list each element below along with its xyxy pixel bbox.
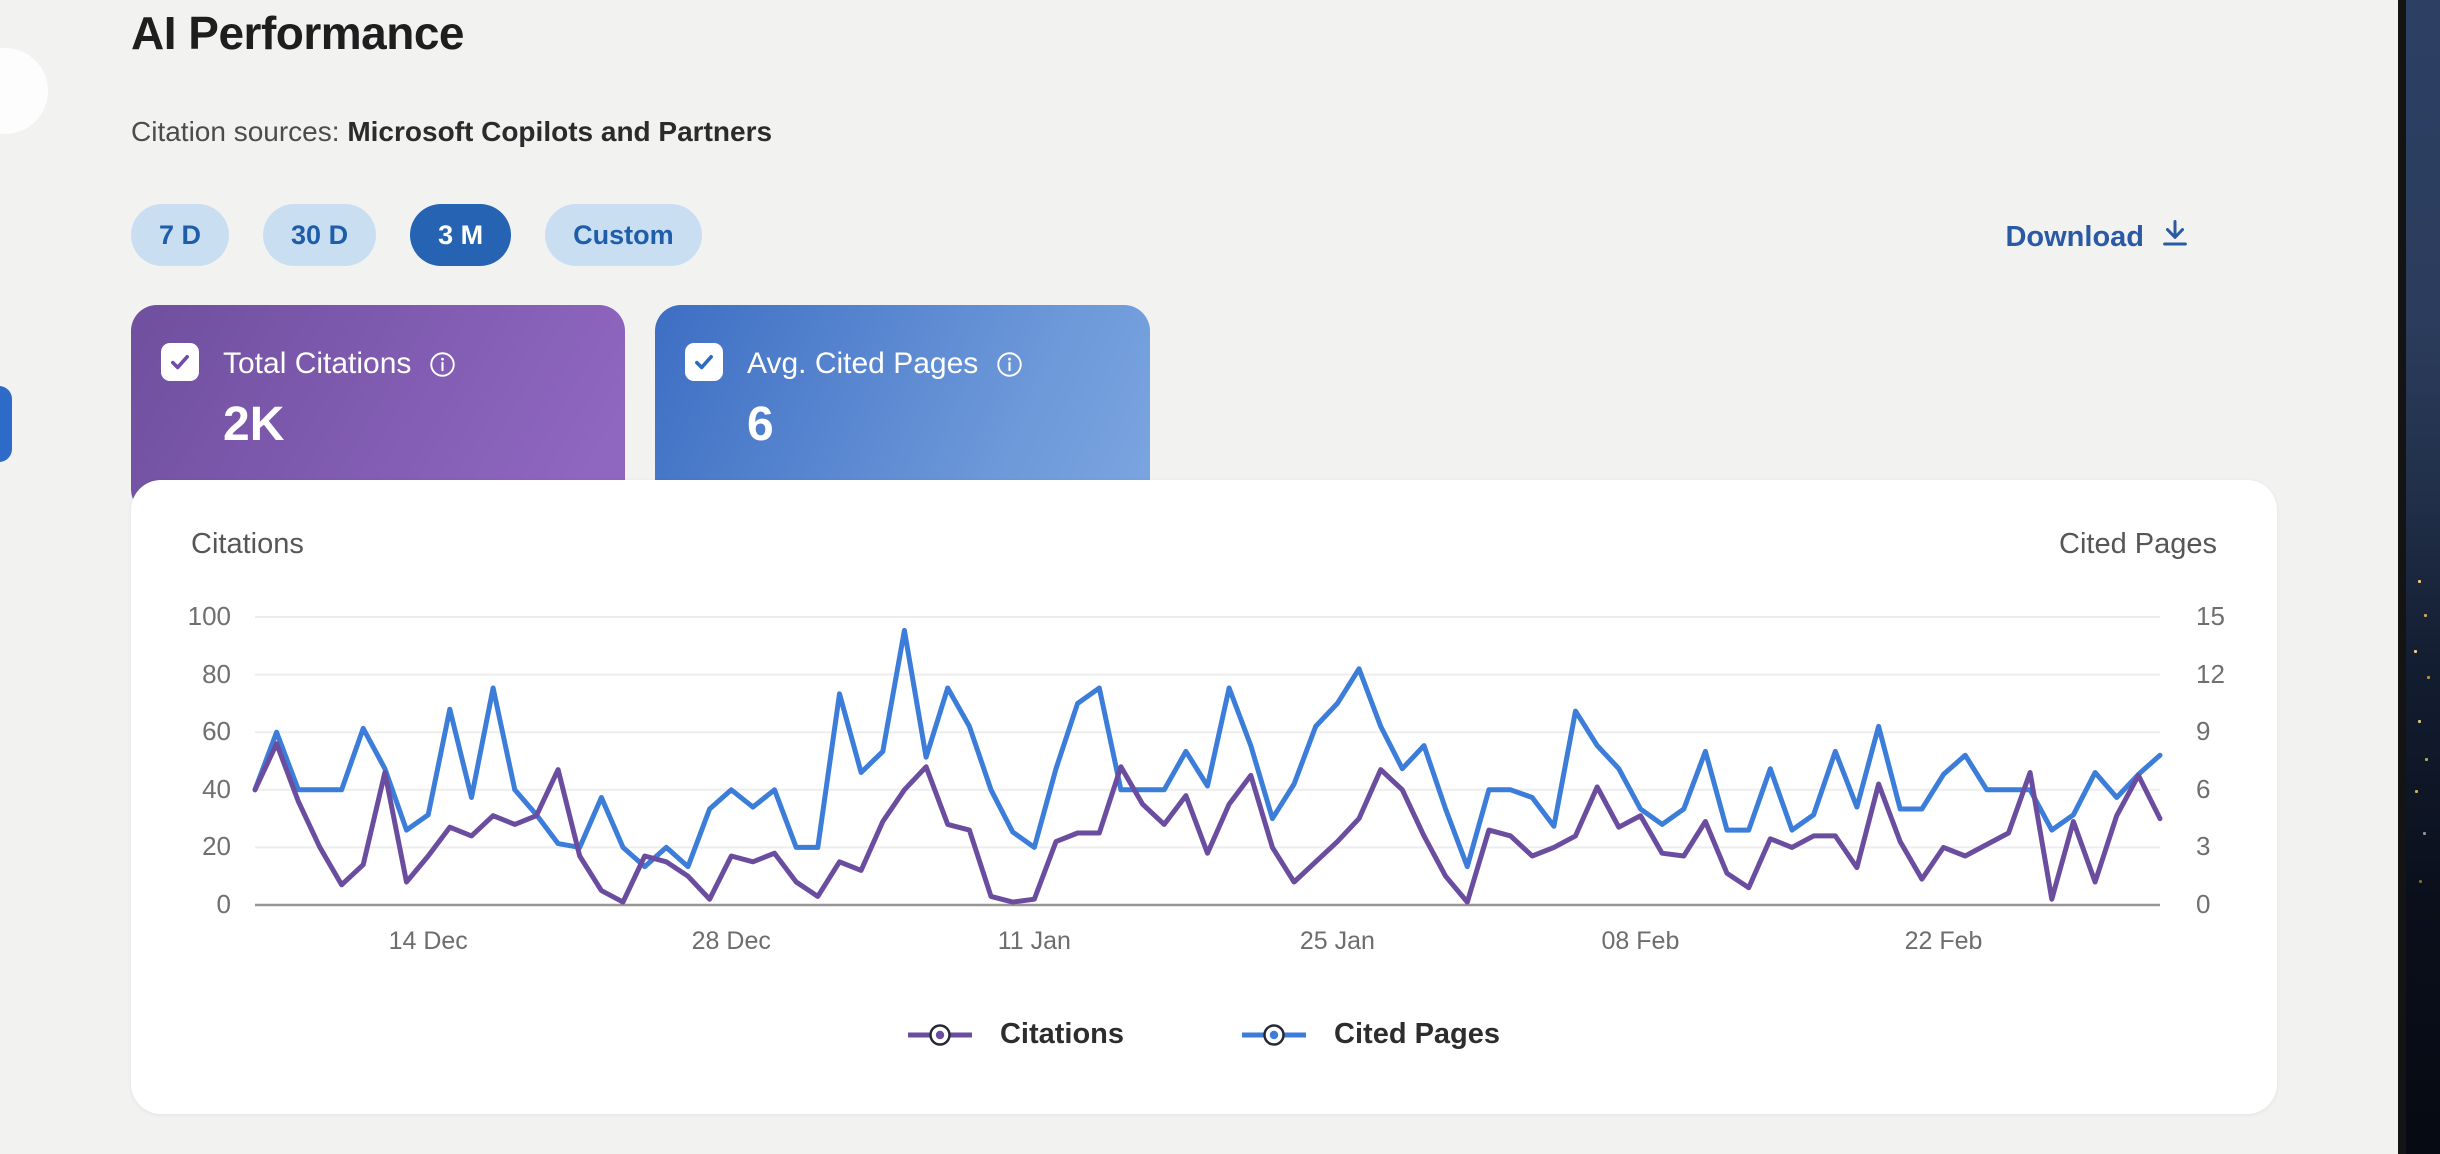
left-axis-tick: 60 <box>202 716 231 747</box>
page-title: AI Performance <box>131 7 465 59</box>
checkmark-icon <box>171 354 189 370</box>
right-axis-tick: 3 <box>2196 831 2211 862</box>
x-axis-tick: 08 Feb <box>1601 927 1680 955</box>
right-axis-tick: 0 <box>2196 889 2211 919</box>
left-axis-tick: 80 <box>202 658 231 689</box>
citation-sources-line: Citation sources: Microsoft Copilots and… <box>131 116 772 148</box>
legend-item-cited-pages[interactable]: Cited Pages <box>1242 1018 1500 1051</box>
series-citations <box>252 741 2163 905</box>
range-pill-3m[interactable]: 3 M <box>410 204 512 266</box>
info-icon[interactable] <box>429 351 456 378</box>
left-axis-tick: 20 <box>202 831 231 862</box>
x-axis-tick: 14 Dec <box>388 927 468 955</box>
legend-marker-icon <box>1242 1023 1307 1046</box>
checkmark-icon <box>695 354 713 370</box>
citations-chart-card: Citations Cited Pages 0 20 40 60 80 100 0 3 6 9 12… <box>131 480 2277 1114</box>
city-lights <box>2418 580 2421 583</box>
avg-cited-pages-checkbox[interactable] <box>685 343 723 381</box>
total-citations-label: Total Citations <box>223 347 412 380</box>
total-citations-checkbox[interactable] <box>161 343 199 381</box>
x-axis-tick: 28 Dec <box>691 927 771 955</box>
legend-label: Citations <box>999 1018 1125 1050</box>
window-edge-border <box>2398 0 2406 1154</box>
citation-sources-value: Microsoft Copilots and Partners <box>347 116 773 147</box>
legend-item-citations[interactable]: Citations <box>907 1018 1125 1051</box>
x-axis-tick: 11 Jan <box>997 927 1071 955</box>
left-axis-title: Citations <box>191 528 304 560</box>
background-circle-decoration <box>0 48 48 134</box>
line-chart <box>252 616 2163 907</box>
download-icon <box>2160 218 2190 256</box>
range-pill-custom[interactable]: Custom <box>545 204 702 266</box>
right-axis-tick: 6 <box>2196 773 2211 804</box>
avg-cited-pages-label: Avg. Cited Pages <box>747 347 979 380</box>
range-pill-30d[interactable]: 30 D <box>263 204 377 266</box>
series-cited-pages <box>252 627 2163 870</box>
x-axis-tick: 25 Jan <box>1299 927 1375 955</box>
left-axis-tick: 100 <box>187 601 231 631</box>
left-axis-tick: 0 <box>216 889 231 919</box>
avg-cited-pages-value: 6 <box>747 398 774 451</box>
legend-marker-icon <box>907 1023 972 1046</box>
scroll-indicator-tab[interactable] <box>0 386 12 462</box>
right-axis-tick: 15 <box>2196 601 2225 631</box>
range-pill-7d[interactable]: 7 D <box>131 204 230 266</box>
right-axis-tick: 12 <box>2196 658 2225 689</box>
citation-sources-label: Citation sources: <box>131 116 340 147</box>
x-axis-tick: 22 Feb <box>1904 927 1983 955</box>
total-citations-value: 2K <box>223 398 285 451</box>
download-button[interactable]: Download <box>2005 218 2190 256</box>
date-range-selector: 7 D 30 D 3 M Custom <box>131 204 702 266</box>
right-axis-tick: 9 <box>2196 716 2211 747</box>
chart-legend: Citations Cited Pages <box>131 1018 2277 1051</box>
right-axis-title: Cited Pages <box>2059 528 2217 560</box>
download-label: Download <box>2005 220 2144 253</box>
left-axis-tick: 40 <box>202 773 231 804</box>
desktop-background-photo <box>2406 0 2440 1154</box>
legend-label: Cited Pages <box>1334 1018 1501 1050</box>
info-icon[interactable] <box>996 351 1023 378</box>
